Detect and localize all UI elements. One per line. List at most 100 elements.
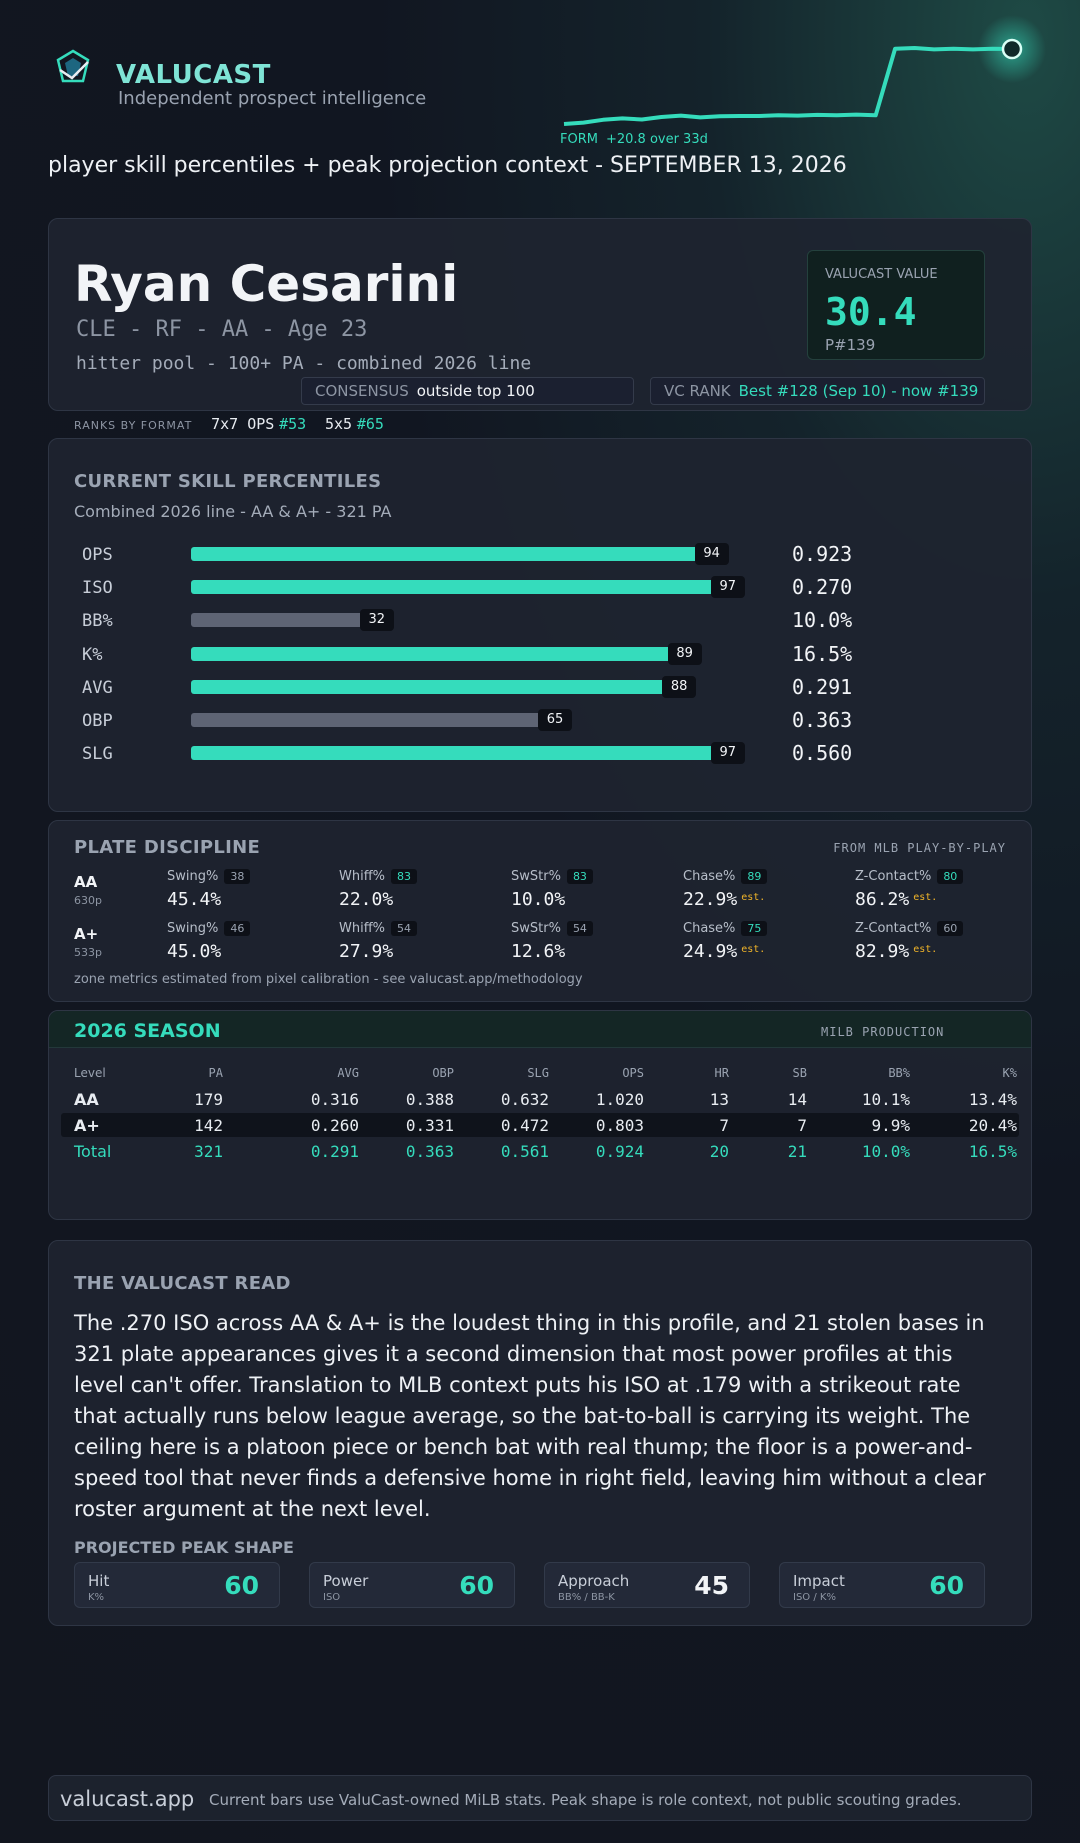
value-number: 30.4 [825, 290, 917, 334]
percentile-label: AVG [82, 677, 113, 698]
season-cell: 10.1% [861, 1090, 910, 1109]
metric-percentile: 89 [741, 869, 768, 884]
vc-rank-pill: VC RANK Best #128 (Sep 10) - now #139 [650, 377, 985, 405]
peak-source: BB% / BB-K [558, 1592, 615, 1603]
estimate-flag: est. [741, 944, 766, 955]
season-header: 2026 SEASON MILB PRODUCTION [49, 1011, 1031, 1048]
form-summary: FORM +20.8 over 33d [560, 132, 708, 147]
estimate-flag: est. [913, 944, 938, 955]
season-cell: 0.388 [405, 1090, 454, 1109]
metric-name: Whiff% [339, 869, 386, 884]
metric-value: 45.4% [167, 889, 222, 910]
discipline-level: AA 630p [74, 873, 102, 907]
percentile-badge: 88 [662, 675, 697, 698]
season-cell: 0.316 [310, 1090, 359, 1109]
percentile-row: K% 89 16.5% [49, 641, 1033, 666]
read-title: THE VALUCAST READ [74, 1273, 291, 1294]
metric-header: Z-Contact% 60 [855, 921, 1015, 936]
percentile-row: OBP 65 0.363 [49, 708, 1033, 732]
discipline-source: FROM MLB PLAY-BY-PLAY [833, 841, 1006, 855]
percentile-bar [191, 547, 699, 561]
season-cell: 179 [194, 1090, 223, 1109]
metric-header: SwStr% 83 [511, 869, 671, 884]
percentile-badge: 89 [667, 642, 702, 665]
brand-name: VALUCAST [116, 60, 271, 90]
season-cell: 21 [787, 1142, 807, 1161]
percentile-row: ISO 97 0.270 [49, 575, 1033, 599]
percentile-badge: 32 [359, 609, 394, 632]
season-row-a-plus: A+ 142 0.260 0.331 0.472 0.803 7 7 9.9% 20.4% [61, 1113, 1019, 1137]
peak-name: Hit [88, 1572, 110, 1590]
discipline-metric: SwStr% 54 12.6% [511, 921, 671, 962]
season-title: 2026 SEASON [74, 1020, 221, 1042]
season-cell: 0.363 [405, 1142, 454, 1161]
page-subtitle: player skill percentiles + peak projecti… [48, 153, 847, 178]
player-pool: hitter pool - 100+ PA - combined 2026 li… [76, 353, 532, 374]
read-body: The .270 ISO across AA & A+ is the loude… [74, 1311, 986, 1521]
percentile-badge: 97 [710, 742, 745, 765]
season-tag: MILB PRODUCTION [821, 1025, 945, 1039]
discipline-metric: Chase% 89 22.9% est. [683, 869, 843, 910]
season-cell: 20 [709, 1142, 729, 1161]
peak-grade: 45 [694, 1571, 729, 1600]
season-cell: 16.5% [968, 1142, 1017, 1161]
footer-site-link[interactable]: valucast.app [60, 1787, 195, 1811]
season-cell: 13.4% [968, 1090, 1017, 1109]
season-cell: 7 [797, 1116, 807, 1135]
discipline-level: A+ 533p [74, 925, 102, 959]
brand-tagline: Independent prospect intelligence [118, 88, 427, 109]
vc-rank-label: VC RANK [664, 382, 731, 400]
metric-value: 12.6% [511, 941, 566, 962]
metric-header: Z-Contact% 80 [855, 869, 1015, 884]
metric-value: 10.0% [511, 889, 566, 910]
peak-source: ISO / K% [793, 1592, 836, 1603]
metric-value: 24.9% [683, 941, 738, 962]
metric-header: Whiff% 54 [339, 921, 499, 936]
metric-value-line: 86.2% est. [855, 889, 1015, 910]
season-cell: 13 [709, 1090, 729, 1109]
stat-value: 16.5% [792, 641, 853, 666]
form-change: +20.8 over 33d [605, 132, 708, 147]
season-cell: PA [208, 1066, 223, 1080]
metric-value-line: 22.0% [339, 889, 499, 910]
season-cell: 1.020 [595, 1090, 644, 1109]
season-cell: 0.260 [310, 1116, 359, 1135]
season-cell: 0.561 [500, 1142, 549, 1161]
season-cell: 10.0% [861, 1142, 910, 1161]
percentile-label: BB% [82, 611, 113, 632]
metric-value: 22.0% [339, 889, 394, 910]
metric-header: Whiff% 83 [339, 869, 499, 884]
season-cell: 0.331 [405, 1116, 454, 1135]
season-cell: HR [714, 1066, 729, 1080]
peak-tile-approach: Approach BB% / BB-K 45 [544, 1562, 750, 1608]
season-card: 2026 SEASON MILB PRODUCTION Level PA AVG OB… [48, 1010, 1032, 1220]
form-line [563, 46, 1013, 126]
metric-percentile: 80 [937, 869, 964, 884]
season-cell: SLG [527, 1066, 549, 1080]
level-name: A+ [74, 925, 99, 943]
season-cell: Total [74, 1142, 112, 1161]
percentile-bar [191, 679, 667, 694]
metric-name: SwStr% [511, 869, 561, 884]
percentile-label: K% [82, 644, 103, 665]
metric-value-line: 45.0% [167, 941, 327, 962]
peak-grade: 60 [459, 1571, 494, 1600]
peak-tile-hit: Hit K% 60 [74, 1562, 280, 1608]
stat-value: 0.363 [792, 708, 853, 732]
metric-name: Chase% [683, 869, 736, 884]
percentiles-subtitle: Combined 2026 line - AA & A+ - 321 PA [74, 502, 392, 521]
season-cell: AVG [337, 1066, 359, 1080]
discipline-metric: Chase% 75 24.9% est. [683, 921, 843, 962]
footer-note: Current bars use ValuCast-owned MiLB sta… [209, 1791, 962, 1809]
season-cell: 9.9% [871, 1116, 910, 1135]
season-cell: 0.291 [310, 1142, 359, 1161]
metric-value-line: 82.9% est. [855, 941, 1015, 962]
discipline-metric: Whiff% 83 22.0% [339, 869, 499, 910]
value-rank: P#139 [825, 336, 876, 354]
peak-name: Power [323, 1572, 369, 1590]
season-header-row: Level PA AVG OBP SLG OPS HR SB BB% K% [61, 1063, 1019, 1087]
discipline-metric: Whiff% 54 27.9% [339, 921, 499, 962]
metric-value: 82.9% [855, 941, 910, 962]
season-row-aa: AA 179 0.316 0.388 0.632 1.020 13 14 10.1% 13.4% [61, 1087, 1019, 1111]
metric-name: SwStr% [511, 921, 561, 936]
